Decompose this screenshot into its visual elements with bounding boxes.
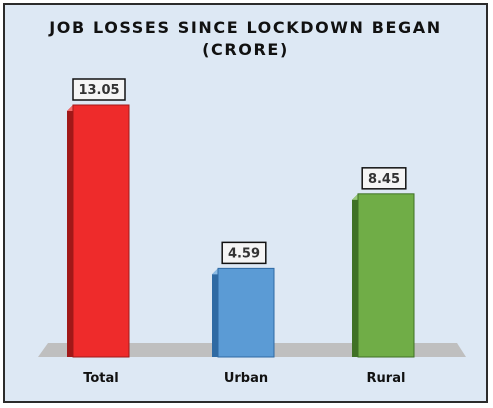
data-label-box-total: [72, 78, 126, 101]
x-tick-label-rural: Rural: [367, 371, 406, 386]
data-label-rural: 8.45: [368, 172, 400, 187]
bar-urban: [217, 267, 275, 358]
chart-title: JOB LOSSES SINCE LOCKDOWN BEGAN (CRORE): [5, 17, 486, 61]
bar-side-rural: [352, 193, 358, 357]
bar-side-total: [67, 105, 73, 357]
bar-chart: 13.05 Total 4.59 Urban 8.45 Rural: [38, 78, 466, 386]
x-tick-label-urban: Urban: [224, 371, 268, 386]
x-tick-label-total: Total: [83, 371, 119, 386]
data-label-box-rural: [361, 167, 407, 190]
data-label-total: 13.05: [78, 83, 119, 98]
bar-rural: [357, 193, 415, 358]
chart-title-unit: (CRORE): [202, 40, 289, 59]
chart-frame: JOB LOSSES SINCE LOCKDOWN BEGAN (CRORE) …: [3, 3, 488, 403]
bar-side-urban: [212, 268, 218, 357]
chart-title-main: JOB LOSSES SINCE LOCKDOWN BEGAN: [49, 18, 442, 37]
data-label-urban: 4.59: [228, 246, 260, 261]
bar-total: [72, 104, 130, 358]
data-label-box-urban: [221, 241, 267, 265]
